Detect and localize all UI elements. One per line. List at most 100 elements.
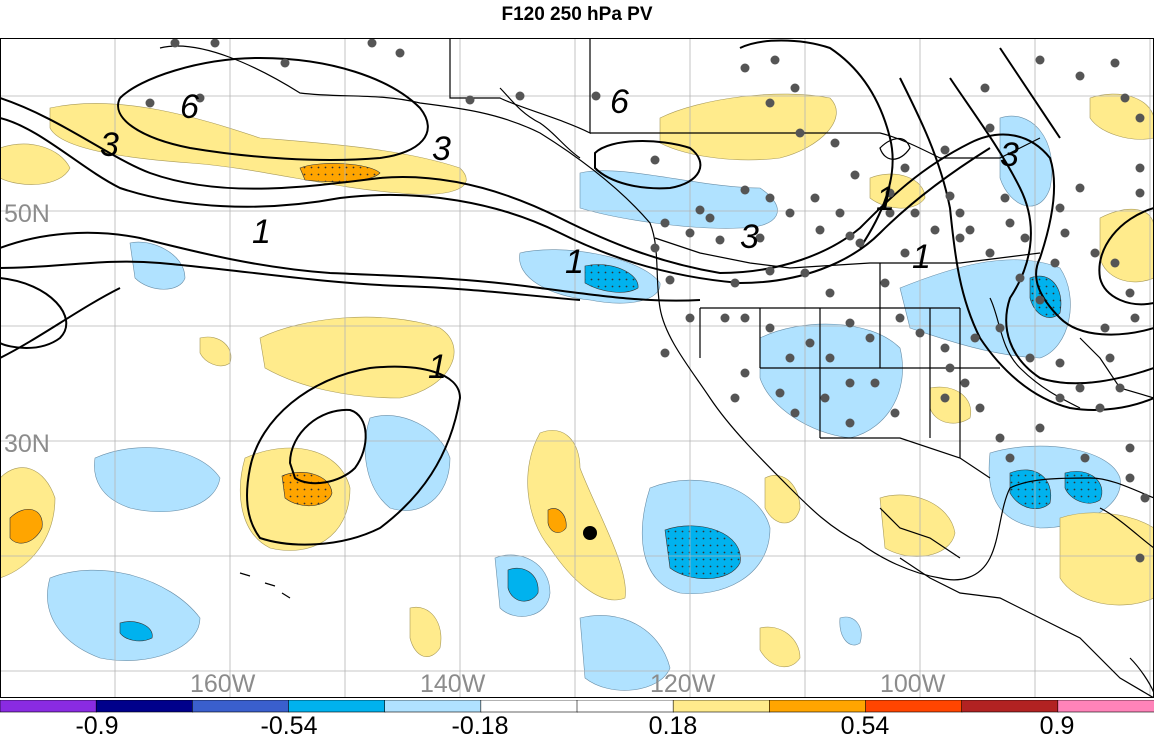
station-dots <box>145 38 1150 563</box>
station-dot <box>1075 383 1085 393</box>
station-dot <box>765 323 775 333</box>
station-dot <box>740 368 750 378</box>
station-dot <box>1110 58 1120 68</box>
station-dot <box>980 83 990 93</box>
station-dot <box>660 218 670 228</box>
station-dot <box>845 231 855 241</box>
station-dot <box>1110 258 1120 268</box>
colorbar-segment <box>961 700 1059 713</box>
station-dot <box>960 378 970 388</box>
station-dot <box>395 48 405 58</box>
station-dot <box>800 268 810 278</box>
station-dot <box>820 393 830 403</box>
station-dot <box>1120 93 1130 103</box>
station-dot <box>465 95 475 105</box>
station-dot <box>995 433 1005 443</box>
station-dot <box>755 233 765 243</box>
station-dot <box>845 418 855 428</box>
station-dot <box>930 225 940 235</box>
station-dot <box>790 83 800 93</box>
colorbar-segment <box>288 700 386 713</box>
station-dot <box>740 185 750 195</box>
colorbar-segment <box>384 700 482 713</box>
station-dot <box>1135 163 1145 173</box>
station-dot <box>1140 493 1150 503</box>
station-dot <box>850 170 860 180</box>
station-dot <box>720 313 730 323</box>
colorbar-tick-label: -0.54 <box>260 712 318 740</box>
station-dot <box>1000 193 1010 203</box>
station-dot <box>825 288 835 298</box>
station-dot <box>845 318 855 328</box>
lon-label: 140W <box>420 670 486 698</box>
station-dot <box>940 145 950 155</box>
station-dot <box>1060 228 1070 238</box>
highlight-dot <box>583 526 597 540</box>
station-dot <box>765 266 775 276</box>
station-dot <box>945 191 955 201</box>
station-dot <box>965 225 975 235</box>
colorbar-tick-label: -0.9 <box>75 712 119 740</box>
contour-label: 1 <box>876 180 895 218</box>
station-dot <box>1020 233 1030 243</box>
station-dot <box>940 393 950 403</box>
station-dot <box>685 313 695 323</box>
station-dot <box>195 93 205 103</box>
colorbar-tick-label: -0.18 <box>451 712 509 740</box>
station-dot <box>170 38 180 48</box>
station-dot <box>1035 423 1045 433</box>
contour-labels: 6 3 3 1 1 6 3 1 1 3 1 <box>100 83 1019 386</box>
station-dot <box>785 208 795 218</box>
station-dot <box>1095 403 1105 413</box>
colorbar-segment <box>480 700 578 713</box>
colorbar-segment <box>576 700 674 713</box>
station-dot <box>145 98 155 108</box>
station-dot <box>1080 453 1090 463</box>
contour-label: 3 <box>1000 136 1019 174</box>
lat-label: 30N <box>4 430 50 458</box>
station-dot <box>985 123 995 133</box>
colorbar-tick-label: 0.54 <box>840 712 890 740</box>
station-dot <box>685 228 695 238</box>
station-dot <box>995 323 1005 333</box>
station-dot <box>705 213 715 223</box>
station-dot <box>765 193 775 203</box>
station-dot <box>1130 313 1140 323</box>
station-dot <box>1075 183 1085 193</box>
station-dot <box>825 353 835 363</box>
station-dot <box>715 235 725 245</box>
station-dot <box>367 38 377 48</box>
station-dot <box>280 58 290 68</box>
station-dot <box>665 275 675 285</box>
lat-label: 50N <box>4 200 50 228</box>
station-dot <box>1090 248 1100 258</box>
contour-label: 6 <box>180 88 199 126</box>
contour-label: 3 <box>740 218 759 256</box>
station-dot <box>1075 71 1085 81</box>
station-dot <box>1135 553 1145 563</box>
colorbar-segment <box>672 700 771 713</box>
contour-label: 6 <box>610 83 629 121</box>
station-dot <box>650 243 660 253</box>
station-dot <box>515 91 525 101</box>
station-dot <box>1015 273 1025 283</box>
station-dot <box>730 278 740 288</box>
colorbar-tick-label: 0.9 <box>1039 712 1075 740</box>
station-dot <box>955 233 965 243</box>
station-dot <box>940 343 950 353</box>
colorbar-segment <box>95 700 194 713</box>
station-dot <box>695 205 705 215</box>
station-dot <box>985 248 995 258</box>
chart-title: F120 250 hPa PV <box>501 4 653 25</box>
contour-label: 3 <box>432 130 451 168</box>
station-dot <box>855 238 865 248</box>
coastlines <box>159 38 1154 698</box>
contour-label: 1 <box>912 238 931 276</box>
station-dot <box>1055 203 1065 213</box>
station-dot <box>805 338 815 348</box>
station-dot <box>785 353 795 363</box>
station-dot <box>900 248 910 258</box>
contour-label: 1 <box>252 213 271 251</box>
station-dot <box>650 155 660 165</box>
station-dot <box>795 128 805 138</box>
